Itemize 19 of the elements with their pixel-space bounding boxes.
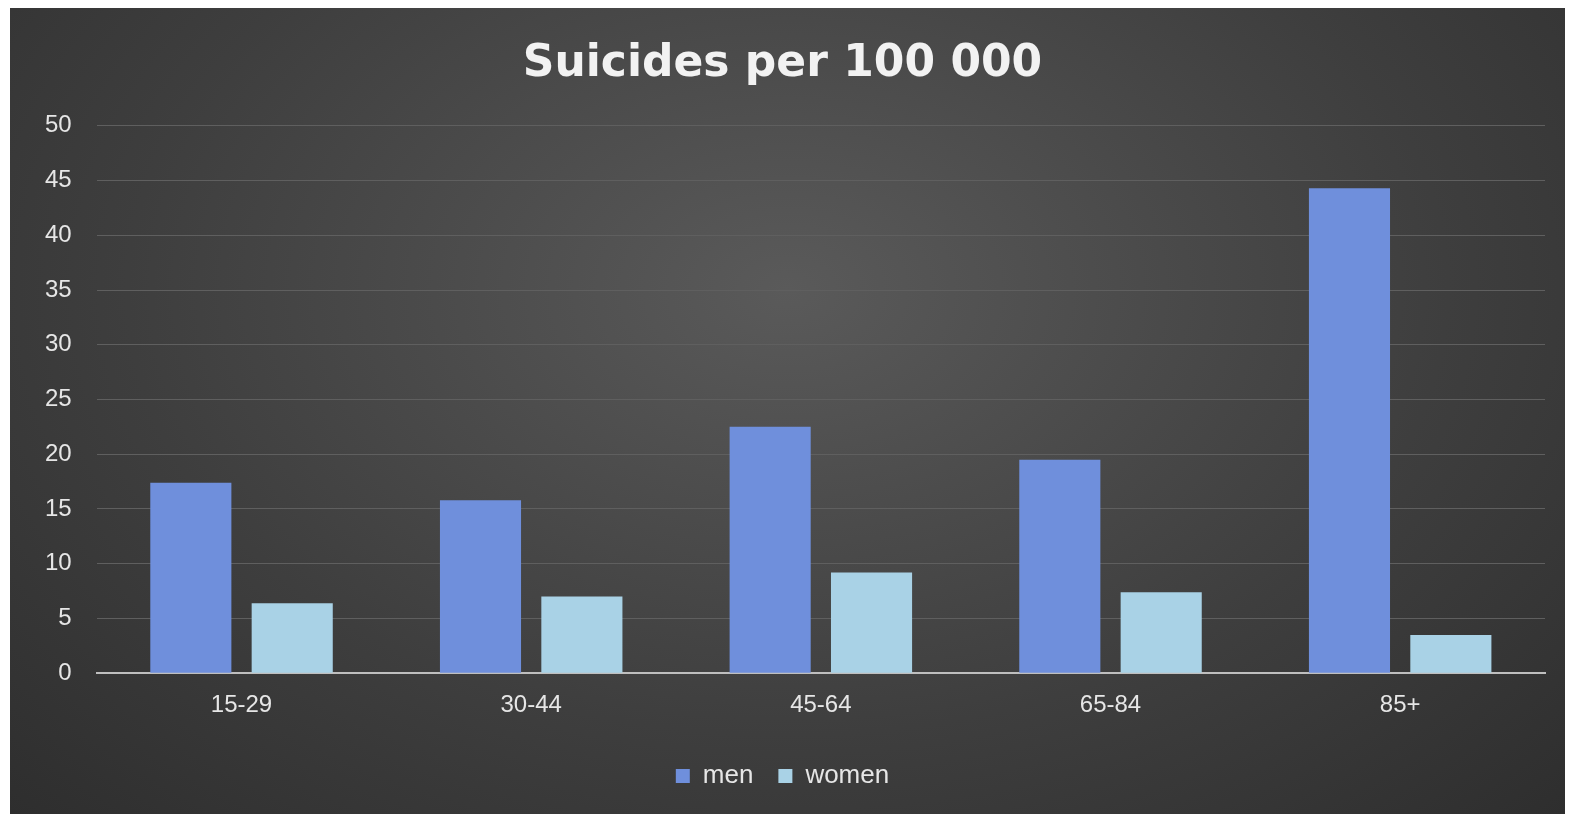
x-tick-label: 30-44 — [500, 690, 562, 718]
y-tick-label: 35 — [44, 274, 72, 302]
x-tick-label: 15-29 — [210, 690, 273, 718]
y-tick-label: 50 — [44, 110, 72, 138]
y-tick-label: 40 — [44, 219, 72, 247]
x-tick-label: 85+ — [1379, 690, 1421, 718]
legend-label: women — [804, 759, 890, 790]
y-tick-label: 0 — [58, 657, 72, 685]
y-tick-label: 10 — [44, 548, 72, 576]
y-tick-label: 15 — [44, 493, 72, 521]
x-tick-label: 65-84 — [1079, 690, 1142, 718]
y-tick-label: 45 — [44, 165, 72, 193]
y-tick-label: 20 — [44, 438, 72, 466]
y-tick-label: 30 — [44, 329, 72, 357]
x-tick-label: 45-64 — [790, 690, 852, 718]
y-tick-label: 5 — [58, 603, 72, 631]
y-tick-label: 25 — [44, 384, 72, 412]
legend-label: men — [702, 759, 754, 790]
chart-title: Suicides per 100 000 — [522, 34, 1043, 86]
